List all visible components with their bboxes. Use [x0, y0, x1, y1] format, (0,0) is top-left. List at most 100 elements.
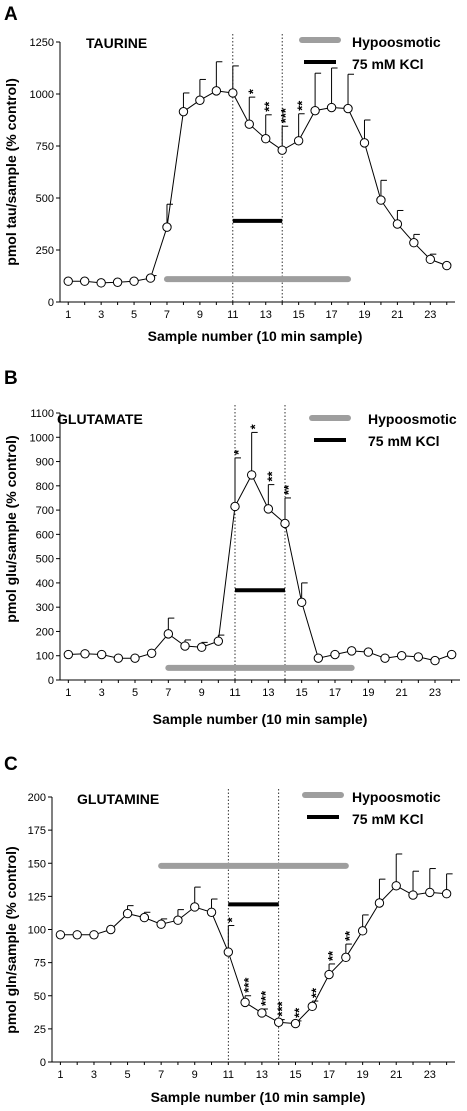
data-point — [240, 997, 250, 1008]
data-point — [129, 276, 139, 286]
significance-label: ** — [325, 950, 340, 961]
data-point — [96, 649, 107, 660]
data-point — [446, 649, 457, 660]
x-tick-label: 11 — [229, 687, 240, 699]
x-tick-label: 11 — [223, 1069, 234, 1081]
data-point — [113, 653, 124, 663]
data-point — [156, 919, 166, 929]
x-tick-label: 19 — [358, 309, 370, 321]
chart-title: TAURINE — [86, 35, 147, 51]
data-point — [425, 254, 436, 265]
significance-label: *** — [275, 1000, 290, 1016]
data-point — [442, 260, 452, 271]
significance-label: * — [248, 423, 263, 429]
y-tick-label: 200 — [28, 792, 46, 804]
x-axis-title: Sample number (10 min sample) — [148, 328, 363, 344]
data-point — [343, 103, 353, 114]
data-point — [106, 924, 116, 935]
data-point — [195, 95, 205, 105]
significance-label: ** — [262, 101, 277, 112]
y-tick-label: 1000 — [30, 89, 54, 101]
significance-label: ** — [308, 987, 323, 998]
x-tick-label: 23 — [429, 687, 441, 699]
significance-label: * — [231, 449, 246, 455]
data-point — [392, 219, 403, 229]
y-tick-label: 900 — [36, 457, 54, 469]
data-point — [223, 947, 234, 957]
x-tick-label: 15 — [296, 687, 308, 699]
x-tick-label: 9 — [199, 687, 205, 699]
data-point — [290, 1018, 301, 1029]
x-tick-label: 21 — [391, 309, 403, 321]
data-point — [425, 887, 435, 898]
chart-title: GLUTAMINE — [77, 791, 159, 807]
data-point — [341, 952, 351, 963]
data-point — [178, 106, 189, 117]
y-tick-label: 175 — [28, 825, 46, 837]
x-tick-label: 5 — [131, 309, 137, 321]
panel-b: B GLUTAMATE Sample number (10 min sample… — [3, 368, 460, 727]
x-tick-label: 19 — [362, 687, 374, 699]
data-point — [244, 119, 254, 129]
data-point — [326, 102, 337, 113]
y-tick-label: 600 — [36, 529, 54, 541]
y-axis-title: pmol tau/sample (% control) — [3, 78, 19, 265]
data-point — [173, 915, 183, 925]
data-point — [430, 655, 440, 666]
significance-label: * — [245, 88, 260, 94]
legend-label-kcl: 75 mM KCl — [368, 433, 440, 449]
data-point — [396, 651, 407, 661]
x-tick-label: 17 — [329, 687, 341, 699]
series-line — [68, 473, 452, 662]
x-tick-label: 11 — [227, 309, 238, 321]
data-point — [293, 136, 304, 146]
legend-label-kcl: 75 mM KCl — [352, 56, 424, 72]
x-tick-label: 1 — [65, 687, 71, 699]
significance-label: * — [224, 917, 239, 923]
y-axis-title: pmol glu/sample (% control) — [3, 435, 19, 622]
data-point — [307, 1001, 317, 1012]
y-tick-label: 300 — [36, 602, 54, 614]
legend-label-kcl: 75 mM KCl — [352, 811, 424, 827]
x-tick-label: 3 — [98, 309, 104, 321]
data-point — [63, 649, 74, 660]
data-point — [409, 238, 419, 248]
x-tick-label: 15 — [293, 309, 305, 321]
significance-label: ** — [292, 1007, 307, 1018]
x-tick-label: 19 — [357, 1069, 369, 1081]
y-tick-label: 1000 — [30, 432, 54, 444]
x-tick-label: 13 — [256, 1069, 268, 1081]
data-point — [357, 926, 368, 936]
data-point — [190, 902, 200, 912]
panel-label: C — [4, 754, 18, 775]
x-tick-label: 5 — [125, 1069, 131, 1081]
data-point — [296, 597, 307, 608]
data-point — [206, 907, 217, 917]
y-tick-label: 700 — [36, 505, 54, 517]
y-tick-label: 100 — [28, 925, 46, 937]
data-point — [139, 912, 150, 923]
y-tick-label: 500 — [36, 193, 54, 205]
y-tick-label: 1100 — [30, 408, 54, 420]
x-axis-title: Sample number (10 min sample) — [151, 1089, 366, 1105]
data-point — [162, 222, 172, 232]
data-point — [280, 518, 290, 529]
x-tick-label: 7 — [164, 309, 170, 321]
data-point — [324, 969, 334, 980]
data-point — [80, 649, 90, 659]
y-tick-label: 0 — [48, 297, 54, 309]
y-tick-label: 150 — [28, 858, 46, 870]
data-point — [146, 648, 157, 658]
panel-a: A TAURINE Sample number (10 min sample) … — [3, 4, 455, 344]
legend-label-hypoosmotic: Hypoosmotic — [368, 411, 457, 427]
x-tick-label: 21 — [396, 687, 408, 699]
data-point — [313, 653, 324, 663]
data-point — [376, 195, 386, 205]
y-tick-label: 75 — [34, 958, 46, 970]
data-point — [413, 652, 424, 662]
data-point — [374, 898, 385, 908]
data-point — [228, 88, 238, 98]
y-tick-label: 500 — [36, 554, 54, 566]
x-tick-label: 1 — [65, 309, 71, 321]
